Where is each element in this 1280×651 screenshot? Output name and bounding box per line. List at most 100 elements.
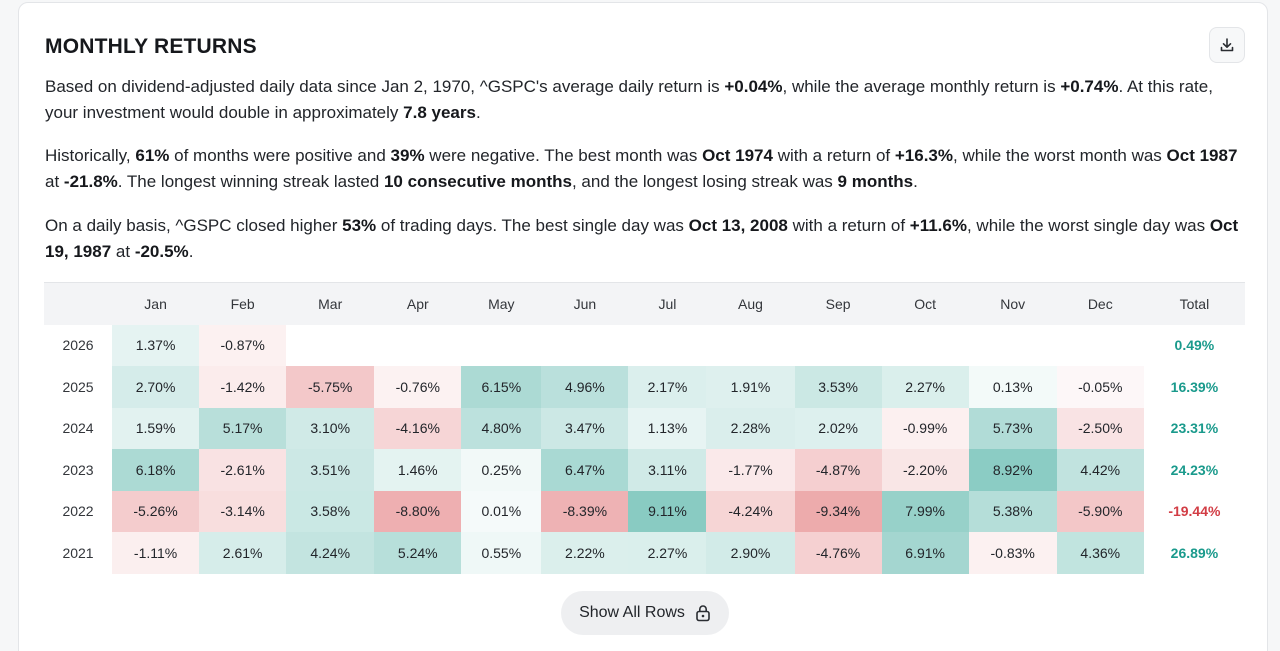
return-cell: 3.11%: [628, 449, 707, 491]
return-cell: 2.27%: [628, 532, 707, 574]
total-cell: 23.31%: [1170, 420, 1219, 437]
return-cell: [541, 324, 629, 366]
return-cell: 0.55%: [461, 532, 542, 574]
return-cell: 8.92%: [968, 449, 1057, 491]
return-cell: 6.91%: [881, 532, 969, 574]
return-cell: -2.20%: [881, 449, 969, 491]
total-cell: 24.23%: [1170, 461, 1219, 478]
return-cell: [628, 324, 707, 366]
return-cell: -8.39%: [541, 490, 629, 532]
year-cell: 2022: [62, 503, 94, 520]
header-cell: Apr: [374, 282, 462, 325]
header-cell: Feb: [199, 282, 287, 325]
return-cell: 4.24%: [286, 532, 375, 574]
return-cell: 3.51%: [286, 449, 375, 491]
return-cell: -4.87%: [794, 449, 882, 491]
table-row: 2021 -1.11% 2.61% 4.24% 5.24% 0.55% 2.22% 2.27%…: [44, 532, 1245, 574]
return-cell: 6.15%: [461, 366, 542, 408]
table-row: 2024 1.59% 5.17% 3.10% -4.16% 4.80% 3.47% 1.13%…: [44, 407, 1245, 449]
return-cell: -2.50%: [1056, 407, 1144, 449]
header-cell: Aug: [706, 282, 795, 325]
return-cell: -3.14%: [199, 490, 287, 532]
return-cell: 4.42%: [1056, 449, 1144, 491]
return-cell: 2.28%: [706, 407, 795, 449]
return-cell: 3.47%: [541, 407, 629, 449]
return-cell: 5.17%: [199, 407, 287, 449]
year-cell: 2023: [62, 461, 94, 478]
return-cell: 1.13%: [628, 407, 707, 449]
total-cell: -19.44%: [1168, 503, 1221, 520]
return-cell: -4.24%: [706, 490, 795, 532]
return-cell: [374, 324, 462, 366]
return-cell: -4.76%: [794, 532, 882, 574]
return-cell: -5.26%: [112, 490, 200, 532]
year-cell: 2021: [62, 544, 94, 561]
summary-paragraph-daily: On a daily basis, ^GSPC closed higher 53…: [45, 216, 1239, 261]
header-cell: Jun: [541, 282, 629, 325]
download-icon: [1220, 38, 1234, 52]
return-cell: 2.02%: [794, 407, 882, 449]
return-cell: 0.01%: [461, 490, 542, 532]
year-cell: 2025: [62, 378, 94, 395]
header-cell: Mar: [286, 282, 375, 325]
download-button[interactable]: [1209, 27, 1245, 63]
return-cell: -4.16%: [374, 407, 462, 449]
return-cell: [461, 324, 542, 366]
show-all-rows-label: Show All Rows: [579, 604, 685, 621]
return-cell: -0.99%: [881, 407, 969, 449]
header-cell: [44, 282, 113, 325]
return-cell: [881, 324, 969, 366]
monthly-returns-table: Jan Feb Mar Apr May Jun Jul Aug Sep Oct …: [44, 282, 1245, 574]
return-cell: 5.38%: [968, 490, 1057, 532]
table-row: 2025 2.70% -1.42% -5.75% -0.76% 6.15% 4.96% 2.1…: [44, 366, 1245, 408]
return-cell: 1.59%: [112, 407, 200, 449]
return-cell: -1.77%: [706, 449, 795, 491]
return-cell: 2.27%: [881, 366, 969, 408]
return-cell: 2.70%: [112, 366, 200, 408]
return-cell: 5.24%: [374, 532, 462, 574]
return-cell: -1.11%: [112, 532, 200, 574]
return-cell: 2.61%: [199, 532, 287, 574]
return-cell: -0.76%: [374, 366, 462, 408]
return-cell: 0.25%: [461, 449, 542, 491]
return-cell: 2.17%: [628, 366, 707, 408]
return-cell: -0.83%: [968, 532, 1057, 574]
header-cell: Nov: [968, 282, 1057, 325]
return-cell: 9.11%: [628, 490, 707, 532]
return-cell: -5.75%: [286, 366, 375, 408]
return-cell: 5.73%: [968, 407, 1057, 449]
return-cell: [794, 324, 882, 366]
header-cell: May: [461, 282, 542, 325]
table-row: 2026 1.37% -0.87% 0.49%: [44, 324, 1245, 366]
return-cell: [1056, 324, 1144, 366]
return-cell: -2.61%: [199, 449, 287, 491]
table-header-row: Jan Feb Mar Apr May Jun Jul Aug Sep Oct …: [44, 282, 1245, 325]
monthly-returns-card: MONTHLY RETURNS Based on dividend-adjust…: [18, 2, 1268, 651]
return-cell: [286, 324, 375, 366]
show-all-rows-button[interactable]: Show All Rows: [561, 591, 729, 635]
return-cell: 1.91%: [706, 366, 795, 408]
year-cell: 2024: [62, 420, 94, 437]
return-cell: 0.13%: [968, 366, 1057, 408]
return-cell: 1.46%: [374, 449, 462, 491]
total-cell: 0.49%: [1174, 337, 1215, 354]
return-cell: -1.42%: [199, 366, 287, 408]
return-cell: 3.58%: [286, 490, 375, 532]
return-cell: -8.80%: [374, 490, 462, 532]
total-cell: 16.39%: [1170, 378, 1219, 395]
return-cell: 3.10%: [286, 407, 375, 449]
return-cell: -0.87%: [199, 324, 287, 366]
header-cell: Oct: [881, 282, 969, 325]
lock-icon: [696, 605, 710, 622]
return-cell: 4.80%: [461, 407, 542, 449]
return-cell: 7.99%: [881, 490, 969, 532]
return-cell: 2.22%: [541, 532, 629, 574]
summary-paragraph-returns: Based on dividend-adjusted daily data si…: [45, 77, 1213, 122]
return-cell: -0.05%: [1056, 366, 1144, 408]
header-cell: Jan: [112, 282, 200, 325]
return-cell: -5.90%: [1056, 490, 1144, 532]
return-cell: [706, 324, 795, 366]
return-cell: 2.90%: [706, 532, 795, 574]
header-cell: Dec: [1056, 282, 1144, 325]
header-cell: Sep: [794, 282, 882, 325]
